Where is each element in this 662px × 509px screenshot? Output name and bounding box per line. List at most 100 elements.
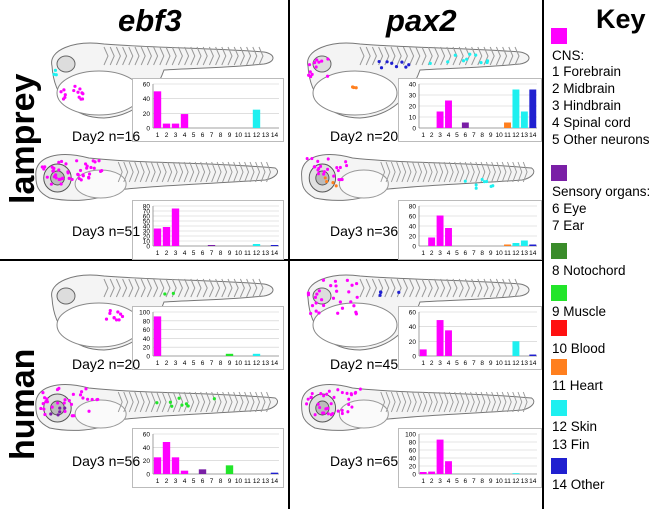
bar-4: [180, 470, 189, 474]
embryo-yolk: [312, 302, 398, 348]
bar-3: [171, 123, 180, 128]
expression-dot: [89, 165, 93, 170]
x-tick-label: 1: [156, 132, 160, 139]
expression-dot: [81, 92, 85, 96]
x-tick-label: 6: [201, 360, 205, 367]
x-tick-label: 4: [183, 250, 187, 257]
embryo-somite: [117, 161, 123, 183]
expression-dot: [326, 157, 330, 161]
embryo-somite: [427, 391, 433, 413]
embryo-somite: [402, 46, 408, 66]
x-tick-label: 7: [210, 478, 214, 485]
x-tick-label: 13: [521, 360, 529, 367]
x-tick-label: 12: [512, 250, 520, 257]
embryo-somite: [475, 161, 481, 183]
expression-dot: [70, 177, 74, 182]
y-tick-label: 0: [412, 126, 416, 133]
embryo-somite: [384, 278, 390, 298]
expression-dot: [177, 396, 181, 400]
embryo-somite: [502, 278, 508, 298]
embryo-somite: [156, 161, 162, 183]
bar-2: [428, 237, 436, 246]
expression-dot: [378, 293, 382, 297]
expression-dot: [350, 283, 354, 287]
embryo-somite: [385, 391, 391, 413]
embryo-outline: [301, 154, 535, 201]
embryo-somite: [202, 278, 208, 298]
expression-dot: [59, 90, 63, 94]
embryo-somite: [246, 278, 252, 298]
expression-dot: [88, 172, 92, 176]
expression-dot: [316, 172, 320, 176]
expression-dot: [307, 63, 312, 67]
expression-dot: [474, 183, 478, 187]
embryo-somite: [433, 391, 438, 413]
x-tick-label: 2: [165, 132, 169, 139]
expression-dot: [72, 414, 76, 418]
embryo-somite: [123, 161, 129, 183]
column-divider: [288, 0, 290, 509]
x-tick-label: 13: [262, 360, 270, 367]
embryo-somite: [200, 391, 206, 413]
key-divider: [542, 0, 544, 509]
expression-dot: [43, 165, 47, 169]
expression-dot: [313, 61, 317, 65]
bar-chart-panel: 0 20 40 60 1 2 3 4 5 6 7 8 9 10 11 12 13 14: [132, 78, 284, 142]
embryo-somite: [464, 161, 470, 183]
expression-dot: [306, 293, 311, 297]
expression-dot: [319, 164, 323, 168]
embryo-somite: [491, 391, 496, 413]
embryo-somite: [208, 278, 214, 298]
embryo-somite: [396, 161, 401, 183]
embryo-somite: [189, 391, 195, 413]
x-tick-label: 13: [262, 132, 270, 139]
expression-dot: [84, 387, 88, 391]
expression-dot: [57, 160, 61, 164]
expression-dot: [52, 72, 56, 76]
expression-dot: [96, 397, 100, 402]
x-tick-label: 8: [480, 250, 484, 257]
expression-dot: [63, 406, 67, 410]
key-label: 4 Spinal cord: [552, 115, 631, 130]
expression-dot: [54, 176, 58, 180]
x-tick-label: 11: [504, 250, 511, 257]
embryo-somite: [238, 391, 244, 413]
expression-dot: [350, 405, 354, 409]
embryo-somite: [380, 161, 386, 183]
embryo-somite: [406, 391, 412, 413]
x-tick-label: 2: [430, 250, 434, 257]
x-tick-label: 6: [201, 478, 205, 485]
expression-dot: [453, 53, 457, 57]
expression-dot: [323, 176, 327, 180]
embryo-somite: [146, 46, 152, 66]
y-tick-label: 20: [143, 458, 151, 465]
x-tick-label: 8: [480, 132, 484, 139]
x-tick-label: 11: [244, 132, 251, 139]
bar-1: [153, 316, 162, 356]
x-tick-label: 11: [244, 478, 251, 485]
x-tick-label: 10: [495, 360, 503, 367]
expression-dot: [336, 388, 340, 392]
embryo-somite: [412, 161, 417, 183]
expression-dot: [56, 413, 60, 417]
key-swatch: [551, 320, 567, 336]
x-tick-label: 14: [529, 360, 537, 367]
expression-dot: [62, 401, 66, 405]
x-tick-label: 8: [219, 132, 223, 139]
embryo-outline: [51, 42, 274, 119]
x-tick-label: 13: [521, 250, 529, 257]
x-tick-label: 6: [464, 250, 468, 257]
embryo-drawing: [301, 154, 535, 201]
x-tick-label: 3: [174, 250, 178, 257]
bar-1: [153, 228, 162, 246]
y-tick-label: 60: [143, 432, 151, 439]
key-swatch: [551, 400, 567, 416]
embryo-somite: [427, 161, 433, 183]
y-tick-label: 20: [143, 111, 151, 118]
x-tick-label: 7: [472, 250, 476, 257]
expression-dot: [184, 402, 188, 406]
embryo-somite: [422, 391, 428, 413]
embryo-somite: [440, 278, 446, 298]
expression-dot: [69, 402, 74, 406]
x-tick-label: 4: [183, 478, 187, 485]
